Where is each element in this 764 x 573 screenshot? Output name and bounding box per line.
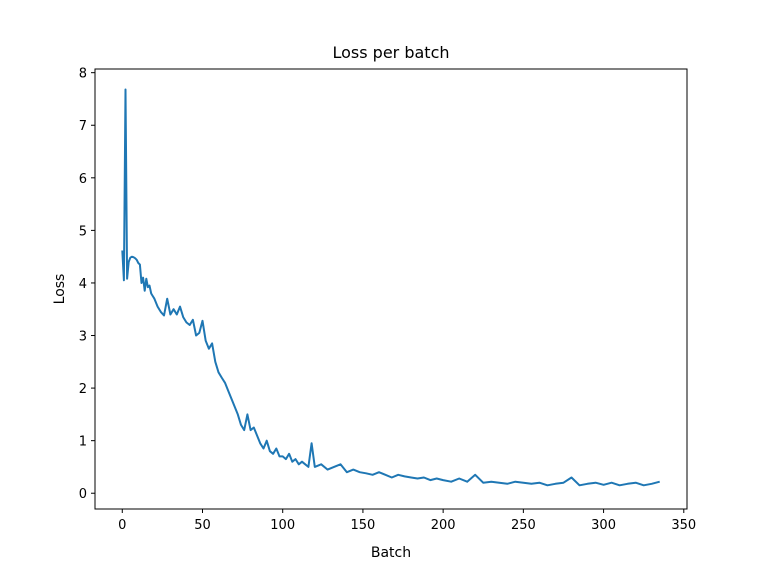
x-tick-label: 100 [270, 518, 295, 533]
y-tick-label: 5 [79, 224, 87, 239]
y-tick-label: 1 [79, 435, 87, 450]
y-tick-label: 6 [79, 172, 87, 187]
x-tick-label: 150 [351, 518, 376, 533]
x-axis-ticks: 0 50 100 150 200 250 300 350 [118, 509, 696, 533]
axes-frame [94, 68, 688, 510]
x-axis-label: Batch [371, 545, 411, 561]
x-tick-label: 300 [591, 518, 616, 533]
y-tick-label: 4 [79, 277, 87, 292]
y-tick-label: 3 [79, 330, 87, 345]
x-tick-label: 200 [431, 518, 456, 533]
chart-title: Loss per batch [332, 43, 449, 62]
x-tick-label: 350 [671, 518, 696, 533]
y-axis-ticks: 0 1 2 3 4 5 6 7 8 [79, 67, 95, 502]
x-tick-label: 250 [511, 518, 536, 533]
series-line [121, 88, 660, 487]
x-tick-label: 50 [194, 518, 211, 533]
y-tick-label: 7 [79, 119, 87, 134]
x-tick-label: 0 [118, 518, 126, 533]
y-tick-label: 2 [79, 382, 87, 397]
y-axis-label: Loss [52, 274, 68, 305]
y-tick-label: 8 [79, 67, 87, 82]
y-tick-label: 0 [79, 487, 87, 502]
loss-line [121, 88, 660, 487]
